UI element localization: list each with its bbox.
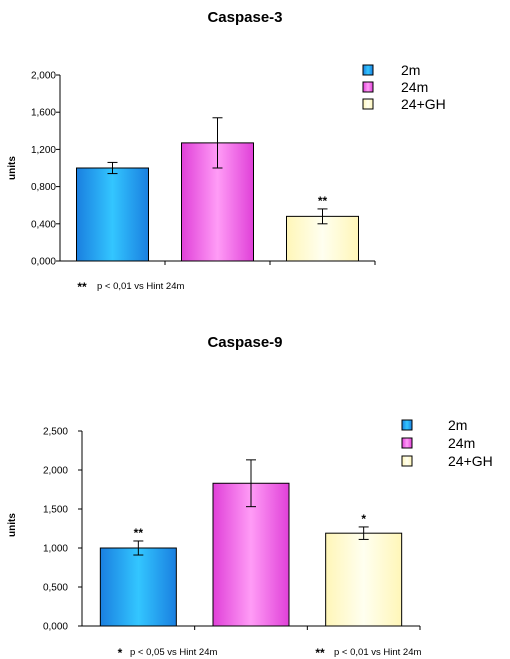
y-tick-label: 0,800 [31,182,56,193]
legend-swatch [362,81,374,93]
legend-swatch [401,419,413,431]
footnote-marker: ** [315,646,325,659]
y-tick-label: 1,000 [43,544,68,555]
y-tick-label: 2,000 [31,71,56,82]
legend-swatch [362,98,374,110]
footnote-marker: * [118,646,123,659]
legend: 2m 24m 24+GH [401,417,493,469]
caspase-9-chart: Caspase-9 units 0,000 0,500 1,000 1,500 2,00… [7,334,493,659]
chart-title: Caspase-3 [207,9,282,26]
y-tick-label: 2,000 [43,466,68,477]
bar-2m [99,547,177,627]
footnote-text: p < 0,01 vs Hint 24m [334,647,421,658]
legend-swatch [401,437,413,449]
caspase-3-chart: Caspase-3 units 0,000 0,400 0,800 1,200 1,60… [7,9,446,294]
y-tick-label: 0,000 [31,257,56,268]
bar-24-gh [325,532,403,627]
y-tick-label: 1,500 [43,505,68,516]
legend-label: 24+GH [401,96,446,112]
legend-label: 24m [448,435,475,451]
y-tick-label: 0,000 [43,622,68,633]
y-tick-label: 0,400 [31,219,56,230]
footnotes: ** p < 0,01 vs Hint 24m [77,280,184,294]
y-axis-label: units [7,513,18,537]
significance-marker: * [361,512,366,526]
legend-swatch [362,64,374,76]
legend-label: 24+GH [448,453,493,469]
footnote-text: p < 0,01 vs Hint 24m [97,281,184,292]
legend-label: 2m [401,62,420,78]
y-axis-label: units [7,156,18,180]
y-tick-label: 1,200 [31,145,56,156]
significance-marker: ** [134,526,144,540]
y-tick-label: 1,600 [31,108,56,119]
footnote-text: p < 0,05 vs Hint 24m [130,647,217,658]
y-tick-label: 0,500 [43,583,68,594]
legend-label: 24m [401,79,428,95]
footnote-marker: ** [77,280,87,294]
legend-label: 2m [448,417,467,433]
plot-area: 0,000 0,400 0,800 1,200 1,600 2,000 ** [31,71,376,268]
footnotes: * p < 0,05 vs Hint 24m ** p < 0,01 vs Hint … [118,646,422,659]
bar-2m [76,167,149,262]
chart-title: Caspase-9 [207,334,282,351]
legend-swatch [401,455,413,467]
y-tick-label: 2,500 [43,427,68,438]
significance-marker: ** [318,194,328,208]
